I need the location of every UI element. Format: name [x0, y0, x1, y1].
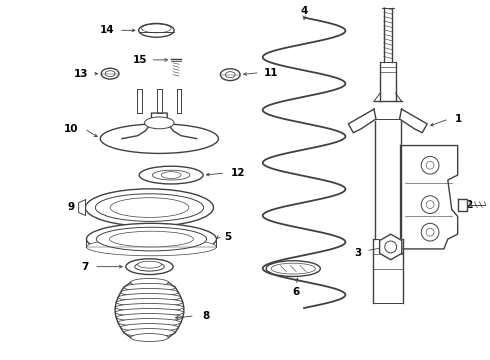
Ellipse shape: [139, 23, 174, 37]
Polygon shape: [375, 121, 400, 239]
Text: 15: 15: [132, 55, 147, 65]
Ellipse shape: [152, 170, 190, 180]
Circle shape: [421, 156, 439, 174]
Polygon shape: [348, 109, 376, 133]
Ellipse shape: [96, 194, 204, 221]
Ellipse shape: [116, 314, 183, 321]
Text: 3: 3: [355, 248, 362, 258]
Text: 14: 14: [100, 25, 115, 35]
Ellipse shape: [100, 124, 219, 153]
Text: 2: 2: [465, 199, 472, 210]
Ellipse shape: [130, 278, 169, 286]
Ellipse shape: [123, 283, 175, 291]
Ellipse shape: [123, 329, 175, 337]
Text: 5: 5: [224, 232, 232, 242]
Polygon shape: [400, 145, 458, 249]
Circle shape: [385, 241, 396, 253]
Text: 11: 11: [263, 68, 278, 78]
Circle shape: [426, 161, 434, 169]
Text: 7: 7: [81, 262, 88, 272]
Ellipse shape: [85, 189, 214, 226]
Ellipse shape: [138, 261, 161, 268]
Polygon shape: [458, 199, 466, 211]
Polygon shape: [78, 200, 85, 215]
Text: 8: 8: [202, 311, 209, 321]
Ellipse shape: [121, 288, 178, 296]
Ellipse shape: [118, 319, 181, 327]
Ellipse shape: [105, 71, 115, 77]
Ellipse shape: [86, 223, 217, 255]
Text: 13: 13: [74, 69, 88, 79]
Ellipse shape: [139, 166, 203, 184]
Ellipse shape: [115, 303, 184, 311]
Ellipse shape: [161, 172, 181, 179]
Ellipse shape: [101, 68, 119, 79]
Ellipse shape: [110, 231, 194, 247]
Circle shape: [421, 223, 439, 241]
Polygon shape: [122, 113, 197, 139]
Text: 4: 4: [300, 6, 308, 15]
Ellipse shape: [130, 334, 169, 342]
Ellipse shape: [118, 293, 181, 301]
Ellipse shape: [266, 261, 320, 276]
Circle shape: [426, 201, 434, 208]
Text: 12: 12: [231, 168, 245, 178]
Ellipse shape: [121, 324, 178, 332]
Ellipse shape: [86, 238, 217, 256]
Text: 1: 1: [455, 114, 462, 124]
Ellipse shape: [126, 259, 173, 275]
Text: 6: 6: [293, 287, 300, 297]
Ellipse shape: [97, 227, 207, 251]
Ellipse shape: [145, 117, 174, 129]
Ellipse shape: [115, 309, 184, 316]
Ellipse shape: [116, 298, 183, 306]
Polygon shape: [373, 239, 402, 303]
Ellipse shape: [225, 72, 235, 78]
Text: 10: 10: [64, 124, 78, 134]
Ellipse shape: [135, 262, 164, 271]
Ellipse shape: [220, 69, 240, 81]
Polygon shape: [380, 234, 402, 260]
Polygon shape: [399, 109, 427, 133]
Text: 9: 9: [67, 202, 74, 212]
Circle shape: [421, 196, 439, 213]
Ellipse shape: [110, 198, 189, 217]
Circle shape: [426, 228, 434, 236]
